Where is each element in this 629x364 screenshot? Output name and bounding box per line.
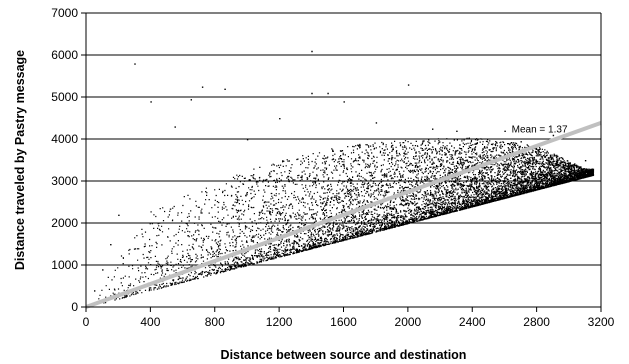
y-tick-label: 0 <box>71 300 78 314</box>
tick-labels: 0 400 800 1200 1600 2000 2400 2800 3200 0 1000 2000… <box>51 6 614 329</box>
x-tick-label: 2000 <box>395 315 422 329</box>
x-tick-label: 400 <box>140 315 160 329</box>
mean-line-layer <box>85 120 602 309</box>
mean-line <box>85 120 602 309</box>
x-tick-label: 0 <box>83 315 90 329</box>
x-tick-label: 3200 <box>588 315 615 329</box>
x-tick-label: 800 <box>205 315 225 329</box>
x-axis-title: Distance between source and destination <box>221 348 467 362</box>
points-layer <box>89 50 595 306</box>
x-tick-label: 1600 <box>330 315 357 329</box>
x-tick-label: 1200 <box>266 315 293 329</box>
y-tick-label: 2000 <box>51 216 78 230</box>
x-tick-label: 2400 <box>459 315 486 329</box>
y-tick-label: 7000 <box>51 6 78 20</box>
y-axis-title: Distance traveled by Pastry message <box>13 50 27 270</box>
y-tick-label: 5000 <box>51 90 78 104</box>
x-tick-label: 2800 <box>523 315 550 329</box>
scatter-points <box>89 50 595 306</box>
y-tick-label: 3000 <box>51 174 78 188</box>
y-tick-label: 1000 <box>51 258 78 272</box>
y-tick-label: 4000 <box>51 132 78 146</box>
mean-annotation: Mean = 1.37 <box>512 125 568 136</box>
y-tick-label: 6000 <box>51 48 78 62</box>
axes-layer <box>81 12 602 312</box>
